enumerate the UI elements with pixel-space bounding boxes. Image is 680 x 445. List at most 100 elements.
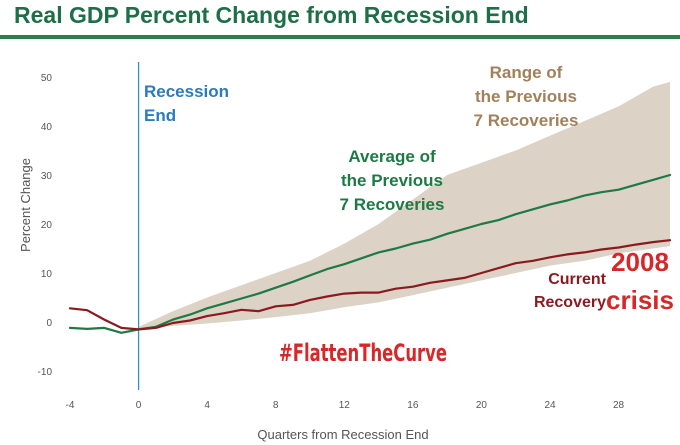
current-data-point bbox=[240, 308, 243, 311]
current-data-point bbox=[171, 322, 174, 324]
average-data-point bbox=[429, 238, 431, 241]
average-data-point bbox=[103, 326, 106, 329]
average-data-point bbox=[257, 292, 260, 295]
current-data-point bbox=[154, 326, 157, 329]
recession-end-label: Recession bbox=[144, 82, 229, 101]
average-data-point bbox=[189, 313, 191, 316]
series-line-current bbox=[68, 239, 672, 331]
current-data-point bbox=[274, 305, 277, 308]
axis-layer: -10 0 10 20 30 40 50 -4 0 4 8 12 16 20 24 28 Quarters fr… bbox=[18, 62, 625, 442]
current-data-point bbox=[103, 318, 106, 321]
current-data-point bbox=[429, 281, 431, 284]
average-data-point bbox=[463, 228, 466, 230]
x-tick-label: 24 bbox=[544, 400, 556, 411]
average-data-point bbox=[566, 199, 569, 202]
current-data-point bbox=[446, 279, 449, 282]
current-data-point bbox=[600, 248, 603, 251]
average-data-point bbox=[223, 302, 226, 305]
current-data-point bbox=[309, 299, 311, 301]
current-data-point bbox=[651, 241, 654, 244]
crisis-label: 2008 bbox=[611, 247, 669, 277]
series-line-layer bbox=[68, 173, 672, 334]
average-data-point bbox=[86, 327, 89, 330]
crisis-label: crisis bbox=[606, 285, 674, 315]
current-data-point bbox=[514, 262, 517, 265]
current-data-point bbox=[394, 287, 397, 290]
current-data-point bbox=[480, 272, 483, 274]
range-label: the Previous bbox=[475, 87, 577, 106]
average-data-point bbox=[651, 179, 654, 181]
current-data-point bbox=[411, 285, 414, 288]
y-axis-title: Percent Change bbox=[18, 158, 33, 252]
average-data-point bbox=[326, 268, 329, 270]
average-data-point bbox=[411, 242, 414, 245]
current-recovery-label: Current bbox=[548, 271, 606, 288]
average-data-point bbox=[274, 286, 277, 289]
current-data-point bbox=[223, 312, 226, 315]
x-tick-label: 16 bbox=[407, 400, 419, 411]
y-tick-label: -10 bbox=[38, 367, 53, 378]
current-data-point bbox=[531, 259, 534, 262]
current-data-point bbox=[206, 315, 209, 318]
y-tick-label: 20 bbox=[41, 220, 53, 231]
average-data-point bbox=[480, 223, 483, 225]
average-data-point bbox=[360, 257, 363, 260]
y-tick-label: 10 bbox=[41, 269, 53, 280]
recession-end-label: End bbox=[144, 106, 176, 125]
current-data-point bbox=[137, 328, 140, 331]
average-data-point bbox=[446, 232, 449, 235]
x-tick-label: 0 bbox=[136, 400, 142, 411]
title-underline bbox=[0, 35, 680, 39]
current-data-point bbox=[497, 267, 500, 269]
y-tick-label: 0 bbox=[46, 318, 52, 329]
average-data-point bbox=[634, 183, 637, 186]
average-data-point bbox=[240, 297, 243, 300]
y-tick-label: 30 bbox=[41, 171, 53, 182]
annotation-layer: Recession End Range of the Previous 7 Recove… bbox=[144, 63, 674, 367]
x-axis-title: Quarters from Recession End bbox=[257, 427, 428, 442]
average-data-point bbox=[120, 331, 123, 334]
average-data-point bbox=[206, 307, 209, 310]
current-recovery-label: Recovery bbox=[534, 294, 606, 311]
average-data-point bbox=[497, 219, 500, 221]
average-data-point bbox=[171, 318, 174, 321]
y-tick-label: 50 bbox=[41, 73, 53, 84]
average-data-point bbox=[531, 208, 534, 211]
current-data-point bbox=[583, 251, 586, 254]
current-data-point bbox=[120, 326, 123, 329]
x-tick-label: 20 bbox=[476, 400, 488, 411]
average-label: the Previous bbox=[341, 171, 443, 190]
average-data-point bbox=[309, 274, 311, 277]
current-data-point bbox=[634, 243, 637, 246]
average-data-point bbox=[343, 263, 346, 266]
current-data-point bbox=[566, 253, 569, 256]
current-data-point bbox=[360, 291, 363, 294]
range-band-area bbox=[138, 81, 671, 330]
average-data-point bbox=[583, 194, 586, 197]
average-data-point bbox=[394, 247, 397, 250]
average-data-point bbox=[600, 191, 603, 194]
series-line-average bbox=[68, 173, 672, 334]
average-data-point bbox=[549, 203, 551, 206]
range-label: 7 Recoveries bbox=[474, 111, 579, 130]
x-tick-label: 12 bbox=[339, 400, 351, 411]
current-data-point bbox=[617, 246, 620, 249]
average-label: Average of bbox=[348, 147, 436, 166]
range-label: Range of bbox=[490, 63, 563, 82]
current-data-point bbox=[189, 319, 191, 322]
current-data-point bbox=[343, 292, 346, 295]
current-data-point bbox=[669, 239, 671, 242]
current-data-point bbox=[326, 295, 329, 298]
average-data-point bbox=[617, 188, 620, 191]
x-tick-label: -4 bbox=[66, 400, 75, 411]
current-data-point bbox=[86, 309, 89, 312]
current-data-point bbox=[69, 307, 71, 310]
y-tick-label: 40 bbox=[41, 122, 53, 133]
average-data-point bbox=[514, 213, 517, 216]
average-data-point bbox=[69, 326, 71, 329]
current-data-point bbox=[291, 303, 294, 306]
x-tick-label: 4 bbox=[204, 400, 210, 411]
range-band-layer bbox=[138, 81, 671, 330]
current-data-point bbox=[549, 256, 551, 259]
